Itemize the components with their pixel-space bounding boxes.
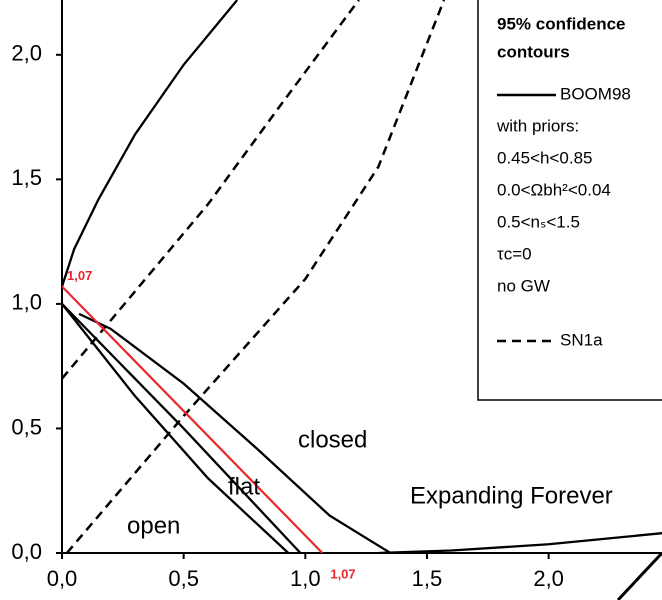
series-line <box>62 303 290 553</box>
legend-note: 0.5<nₛ<1.5 <box>497 212 580 231</box>
legend-box <box>477 0 662 401</box>
x-tick-label: 0,0 <box>47 566 78 591</box>
legend-label: SN1a <box>560 330 603 349</box>
series-line <box>62 285 324 553</box>
x-tick-label: 2,0 <box>533 566 564 591</box>
annotation: open <box>127 512 180 539</box>
annotation: Expanding Forever <box>410 482 613 509</box>
series-line <box>62 0 239 287</box>
legend-note: 0.0<Ωbh²<0.04 <box>497 180 611 199</box>
x-tick-label: 1,0 <box>290 566 321 591</box>
series-line <box>62 0 360 380</box>
y-tick-label: 0,0 <box>11 539 42 564</box>
annotation: flat <box>228 473 260 500</box>
marker-label: 1,07 <box>330 566 355 581</box>
series-line <box>62 303 302 553</box>
y-tick-label: 2,0 <box>11 41 42 66</box>
legend-note: no GW <box>497 276 550 295</box>
legend-note: with priors: <box>496 116 579 135</box>
x-tick-label: 1,5 <box>412 566 443 591</box>
y-tick-label: 1,0 <box>11 290 42 315</box>
marker-label: 1,07 <box>67 268 92 283</box>
legend-title: 95% confidence <box>497 14 626 33</box>
annotation: closed <box>298 426 367 453</box>
y-tick-label: 0,5 <box>11 414 42 439</box>
legend-note: 0.45<h<0.85 <box>497 148 592 167</box>
series-line <box>378 532 662 553</box>
x-tick-label: 0,5 <box>168 566 199 591</box>
legend-label: BOOM98 <box>560 84 631 103</box>
legend-title: contours <box>497 42 570 61</box>
legend-note: τc=0 <box>497 244 532 263</box>
y-tick-label: 1,5 <box>11 165 42 190</box>
series-line <box>65 0 446 553</box>
arrow <box>616 551 662 600</box>
